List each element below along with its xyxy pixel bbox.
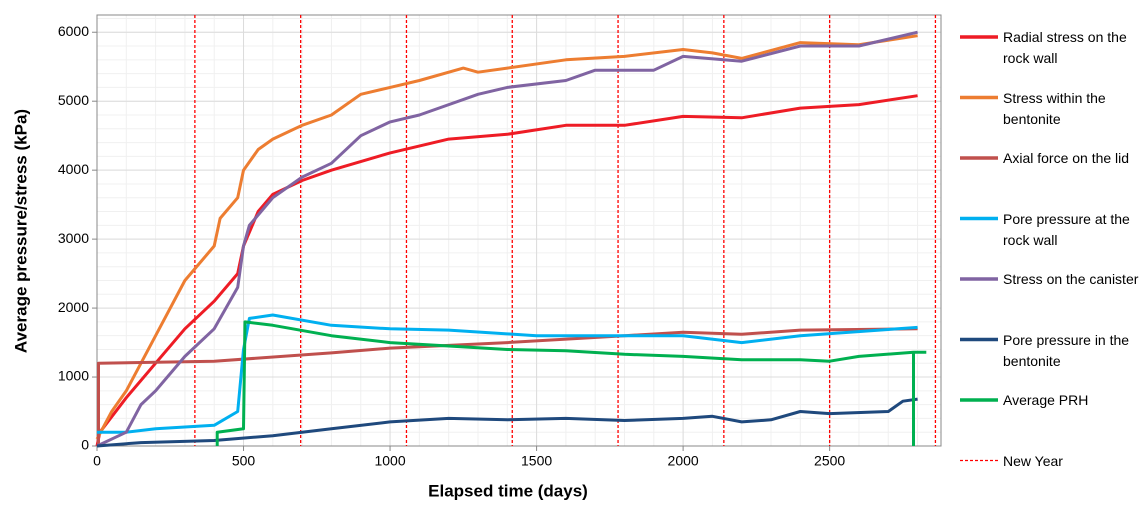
series-line — [95, 34, 918, 440]
legend-label: Stress on the canister — [1003, 271, 1139, 287]
legend-label: Axial force on the lid — [1003, 150, 1130, 166]
y-tick-label: 2000 — [58, 299, 89, 315]
legend-label: Radial stress on the rock wall — [1003, 29, 1127, 66]
x-tick-label: 2000 — [668, 453, 699, 469]
y-tick-label: 0 — [81, 437, 89, 453]
series-line — [95, 94, 918, 447]
y-tick-label: 3000 — [58, 230, 89, 246]
legend-label: Pore pressure in the bentonite — [1003, 331, 1130, 369]
series-line — [97, 313, 918, 434]
x-tick-label: 1500 — [521, 453, 552, 469]
legend-label: Stress within the bentonite — [1003, 89, 1106, 127]
y-tick-label: 1000 — [58, 368, 89, 384]
y-tick-label: 4000 — [58, 161, 89, 177]
plot-frame — [96, 14, 942, 447]
y-tick-label: 5000 — [58, 92, 89, 108]
x-tick-label: 2500 — [814, 453, 845, 469]
x-tick-label: 0 — [93, 453, 101, 469]
legend-label: Average PRH — [1003, 392, 1089, 408]
x-tick-label: 500 — [232, 453, 256, 469]
x-tick-label: 1000 — [374, 453, 405, 469]
series-line — [215, 320, 927, 446]
series-line — [96, 397, 918, 448]
x-axis-label: Elapsed time (days) — [428, 481, 588, 500]
series-line — [96, 30, 918, 448]
legend-label: New Year — [1003, 452, 1063, 469]
legend-label: Pore pressure at the rock wall — [1003, 210, 1130, 248]
y-axis-label: Average pressure/stress (kPa) — [11, 109, 30, 353]
y-tick-label: 6000 — [58, 23, 89, 39]
series-line — [97, 327, 918, 446]
